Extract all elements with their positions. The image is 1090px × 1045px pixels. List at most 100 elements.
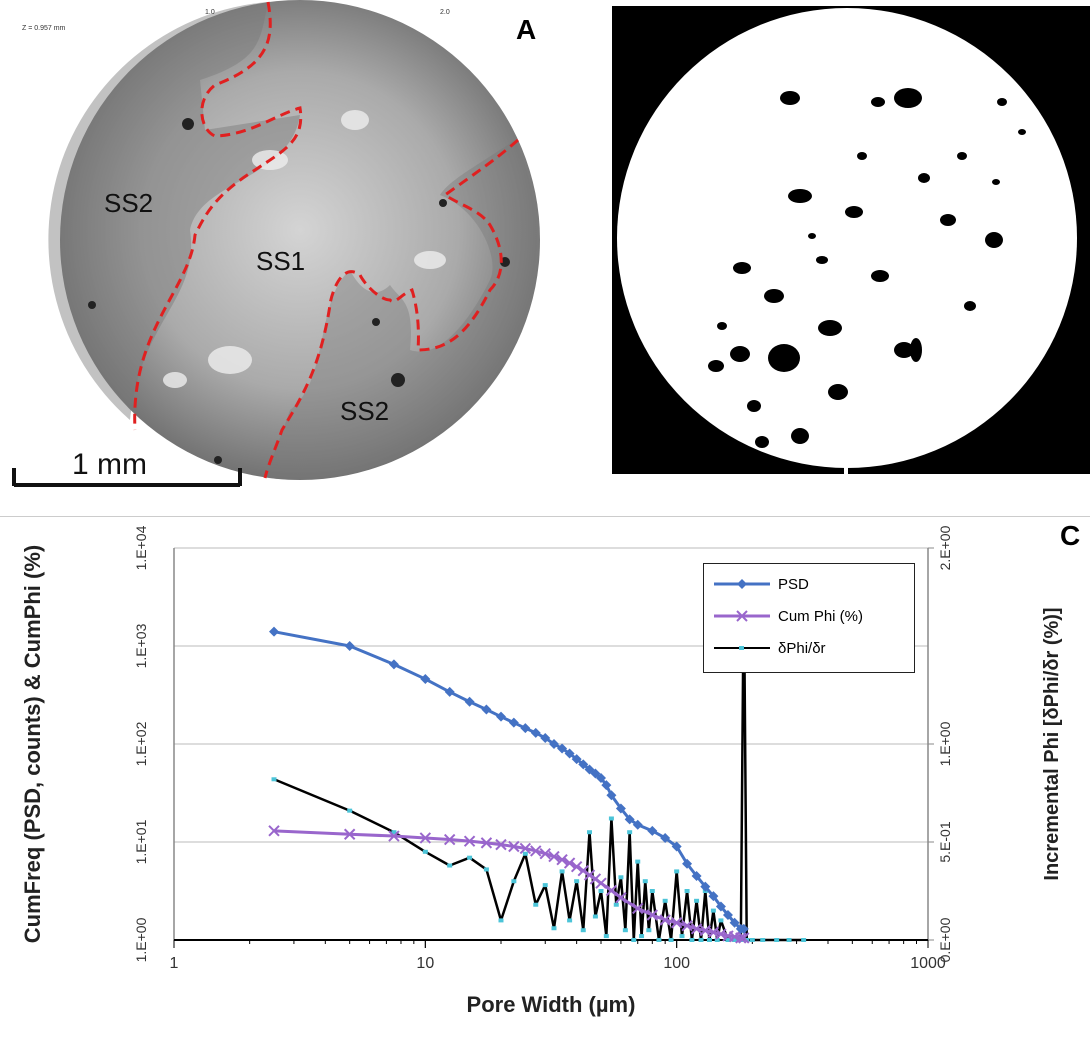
point-dphi: [542, 883, 548, 888]
region-boundaries: [133, 1, 519, 479]
point-dphi: [689, 938, 695, 942]
point-dphi: [574, 879, 580, 884]
point-cum-phi: [443, 833, 456, 846]
point-cum-phi: [659, 914, 671, 926]
point-cum-phi: [419, 832, 432, 844]
point-dphi: [668, 938, 674, 942]
point-dphi: [498, 918, 504, 923]
legend-dphi-swatch: [714, 646, 770, 650]
legend-psd-label: PSD: [778, 575, 809, 593]
image-tick-2: 2.0: [440, 9, 450, 16]
point-psd: [691, 870, 702, 881]
point-dphi: [635, 859, 641, 864]
point-cum-phi: [539, 847, 551, 860]
point-dphi: [522, 851, 528, 856]
y-right-tick-label: 5.E-01: [937, 821, 953, 862]
point-dphi: [483, 867, 489, 872]
y-left-tick-label: 1.E+00: [133, 917, 149, 962]
y-right-tick-label: 2.E+00: [937, 525, 953, 570]
notch: [844, 446, 848, 474]
point-psd: [508, 717, 519, 728]
sample-cross-section: [60, 0, 540, 480]
panel-b: B: [612, 6, 1090, 474]
point-dphi: [801, 938, 807, 942]
point-dphi: [732, 938, 738, 942]
point-psd: [700, 881, 711, 892]
legend-dphi-label: δPhi/δr: [778, 639, 826, 657]
point-dphi: [631, 938, 637, 942]
point-cum-phi: [343, 828, 356, 840]
series-line-psd: [273, 630, 744, 931]
point-cum-phi: [530, 845, 542, 857]
point-psd: [495, 711, 506, 722]
point-psd: [624, 814, 635, 825]
y-right-axis-title: Incremental Phi [δPhi/δr (%)]: [1041, 607, 1063, 880]
point-cum-phi: [577, 864, 589, 877]
x-tick-label: 100: [663, 955, 690, 972]
point-cum-phi: [670, 917, 683, 929]
y-left-axis-title: CumFreq (PSD, counts) & CumPhi (%): [20, 545, 45, 943]
point-dphi: [608, 816, 614, 821]
point-cum-phi: [388, 830, 400, 842]
y-left-tick-label: 1.E+03: [133, 623, 149, 668]
panel-c-label: C: [1060, 520, 1081, 551]
panel-b-label: B: [1060, 18, 1081, 49]
point-psd: [520, 723, 531, 734]
point-cum-phi: [570, 860, 583, 873]
point-psd: [738, 923, 749, 934]
point-dphi: [271, 777, 277, 782]
image-tick-1: 1.0: [205, 9, 215, 16]
point-cum-phi: [268, 825, 280, 837]
point-dphi: [587, 830, 593, 835]
point-psd: [708, 891, 719, 902]
point-cum-phi: [556, 853, 568, 866]
point-dphi: [533, 902, 539, 907]
point-psd: [344, 641, 355, 651]
ss2-region-left: [48, 2, 300, 420]
panel-c: 1.E+00 1.E+01 1.E+02 1.E+03 1.E+04 0.E+00 5.E-…: [0, 510, 1090, 1040]
point-psd: [615, 803, 626, 814]
point-cum-phi: [563, 857, 576, 869]
point-cum-phi: [715, 928, 727, 940]
point-cum-phi: [738, 932, 750, 944]
point-dphi: [391, 830, 397, 835]
chart-legend: PSD Cum Phi (%) δPhi/δr: [703, 563, 915, 673]
point-dphi: [598, 889, 604, 893]
point-dphi: [684, 889, 690, 893]
chart-c: 1.E+00 1.E+01 1.E+02 1.E+03 1.E+04 0.E+00 5.E-…: [20, 525, 1063, 1017]
binarized-cross-section: [617, 8, 1077, 468]
point-psd: [571, 754, 582, 765]
point-psd: [269, 626, 280, 637]
point-cum-phi: [508, 840, 520, 853]
point-dphi: [714, 938, 720, 942]
point-dphi: [580, 928, 586, 933]
point-dphi: [646, 928, 652, 933]
point-dphi: [679, 934, 685, 939]
panel-b-image: [617, 8, 1077, 474]
point-psd: [548, 739, 559, 749]
bright-patches: [163, 110, 446, 388]
point-dphi: [710, 908, 716, 913]
point-cum-phi: [605, 884, 618, 897]
region-label-ss1: SS1: [256, 246, 306, 276]
point-psd: [682, 858, 693, 869]
point-dphi: [718, 918, 724, 923]
point-psd: [606, 790, 617, 801]
point-cum-phi: [583, 869, 596, 881]
point-dphi: [592, 914, 598, 919]
point-cum-phi: [632, 902, 644, 915]
legend-item-cum-phi: Cum Phi (%): [714, 604, 863, 628]
point-cum-phi: [646, 909, 659, 921]
point-dphi: [551, 926, 557, 931]
point-dphi: [559, 869, 565, 874]
legend-item-dphi: δPhi/δr: [714, 636, 826, 660]
point-psd: [481, 704, 492, 715]
point-dphi: [656, 938, 662, 942]
point-psd: [530, 727, 541, 738]
point-psd: [388, 659, 399, 670]
point-dphi: [622, 928, 628, 933]
point-cum-phi: [480, 837, 493, 849]
point-dphi: [347, 808, 353, 813]
panel-a: Z = 0.957 mm 1.0 2.0 A SS2 SS1 SS2 1 mm: [0, 0, 600, 500]
scale-bar-label: 1 mm: [72, 448, 147, 481]
